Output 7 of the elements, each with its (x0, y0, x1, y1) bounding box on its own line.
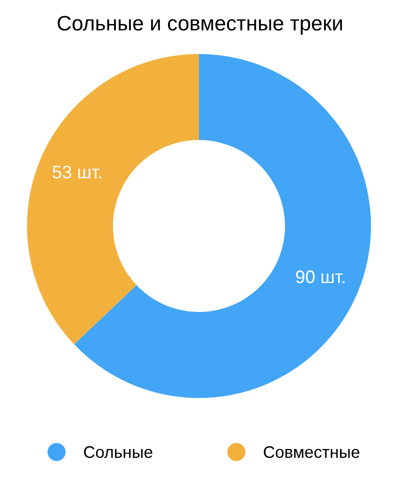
legend-label: Сольные (84, 446, 152, 458)
data-label: 53 шт. (52, 166, 102, 178)
donut-slice (74, 54, 371, 398)
donut-slice (27, 54, 199, 344)
data-label: 90 шт. (296, 270, 344, 284)
chart-title: Сольные и совместные треки (58, 16, 342, 35)
legend-label: Совместные (264, 446, 360, 458)
